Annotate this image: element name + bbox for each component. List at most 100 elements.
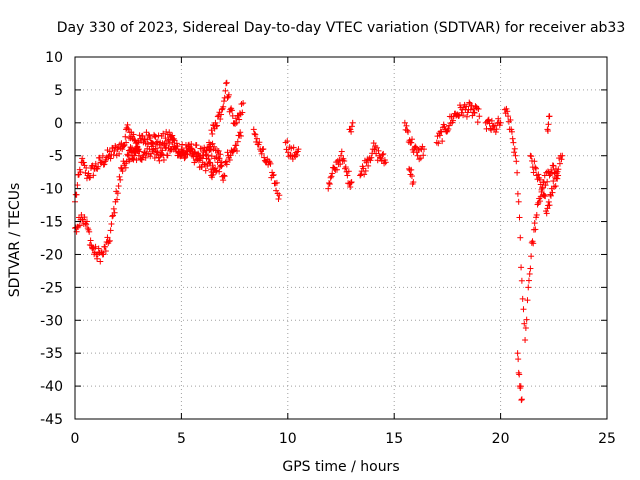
data-point	[514, 190, 521, 197]
data-point	[347, 184, 354, 191]
data-point	[337, 161, 344, 168]
data-point	[223, 161, 230, 168]
data-point	[555, 172, 562, 179]
data-point	[517, 234, 524, 241]
data-point	[107, 155, 114, 162]
x-axis-title: GPS time / hours	[282, 459, 399, 475]
data-point	[545, 198, 552, 205]
data-point	[416, 156, 423, 163]
data-point	[79, 155, 86, 162]
data-point	[540, 191, 547, 198]
data-point	[101, 161, 108, 168]
data-point	[220, 177, 227, 184]
y-tick-label: -10	[40, 182, 63, 198]
data-point	[547, 192, 554, 199]
data-point	[114, 196, 121, 203]
data-point	[348, 123, 355, 130]
data-point	[285, 149, 292, 156]
data-point	[326, 180, 333, 187]
data-point	[227, 152, 234, 159]
data-point	[518, 397, 525, 404]
data-point	[463, 103, 470, 110]
data-point	[73, 191, 80, 198]
data-point	[558, 156, 565, 163]
data-point	[83, 218, 90, 225]
data-point	[275, 196, 282, 203]
data-point	[544, 127, 551, 134]
data-point	[94, 255, 101, 262]
data-point	[522, 337, 529, 344]
data-point	[327, 174, 334, 181]
data-point	[164, 152, 171, 159]
data-point	[166, 140, 173, 147]
data-point	[520, 306, 527, 313]
data-point	[200, 152, 207, 159]
data-point	[100, 251, 107, 258]
data-point	[554, 175, 561, 182]
data-point	[282, 139, 289, 146]
data-point	[542, 193, 549, 200]
data-point	[117, 176, 124, 183]
data-point	[224, 149, 231, 156]
data-point	[233, 119, 240, 126]
y-tick-label: 5	[54, 83, 63, 99]
data-point	[115, 183, 122, 190]
data-point	[193, 142, 200, 149]
data-point	[215, 155, 222, 162]
data-point	[509, 135, 516, 142]
data-point	[412, 143, 419, 150]
data-point	[78, 211, 85, 218]
data-point	[334, 166, 341, 173]
data-point	[361, 171, 368, 178]
data-point	[382, 159, 389, 166]
data-point	[526, 270, 533, 277]
y-tick-label: -25	[40, 280, 63, 296]
data-point	[516, 214, 523, 221]
data-point	[270, 171, 277, 178]
data-point	[341, 158, 348, 165]
data-point	[495, 115, 502, 122]
data-point	[535, 171, 542, 178]
y-tick-label: -45	[40, 412, 63, 428]
data-point	[349, 119, 356, 126]
data-point	[221, 173, 228, 180]
data-point	[544, 126, 551, 133]
data-point	[237, 129, 244, 136]
data-point	[223, 79, 230, 86]
data-point	[145, 131, 152, 138]
data-point	[125, 126, 132, 133]
data-point	[87, 174, 94, 181]
data-point	[217, 116, 224, 123]
data-point	[516, 371, 523, 378]
data-point	[234, 138, 241, 145]
data-point	[76, 222, 83, 229]
data-point	[147, 153, 154, 160]
data-point	[130, 131, 137, 138]
data-point	[203, 147, 210, 154]
data-point	[507, 116, 514, 123]
data-point	[344, 172, 351, 179]
data-point	[159, 147, 166, 154]
data-point	[532, 226, 539, 233]
data-point	[348, 128, 355, 135]
data-point	[530, 240, 537, 247]
data-point	[106, 237, 113, 244]
y-tick-label: -20	[40, 247, 63, 263]
chart-title: Day 330 of 2023, Sidereal Day-to-day VTE…	[57, 20, 626, 36]
y-axis-title: SDTVAR / TECUs	[7, 183, 23, 298]
data-point	[539, 184, 546, 191]
data-point	[80, 159, 87, 166]
data-point	[220, 103, 227, 110]
data-point	[110, 212, 117, 219]
data-point	[135, 152, 142, 159]
data-point	[466, 99, 473, 106]
data-point	[525, 277, 532, 284]
data-point	[217, 151, 224, 158]
data-point	[368, 154, 375, 161]
data-point	[102, 248, 109, 255]
data-point	[169, 139, 176, 146]
data-point	[295, 146, 302, 153]
data-point	[533, 211, 540, 218]
data-point	[276, 192, 283, 199]
data-point	[90, 172, 97, 179]
